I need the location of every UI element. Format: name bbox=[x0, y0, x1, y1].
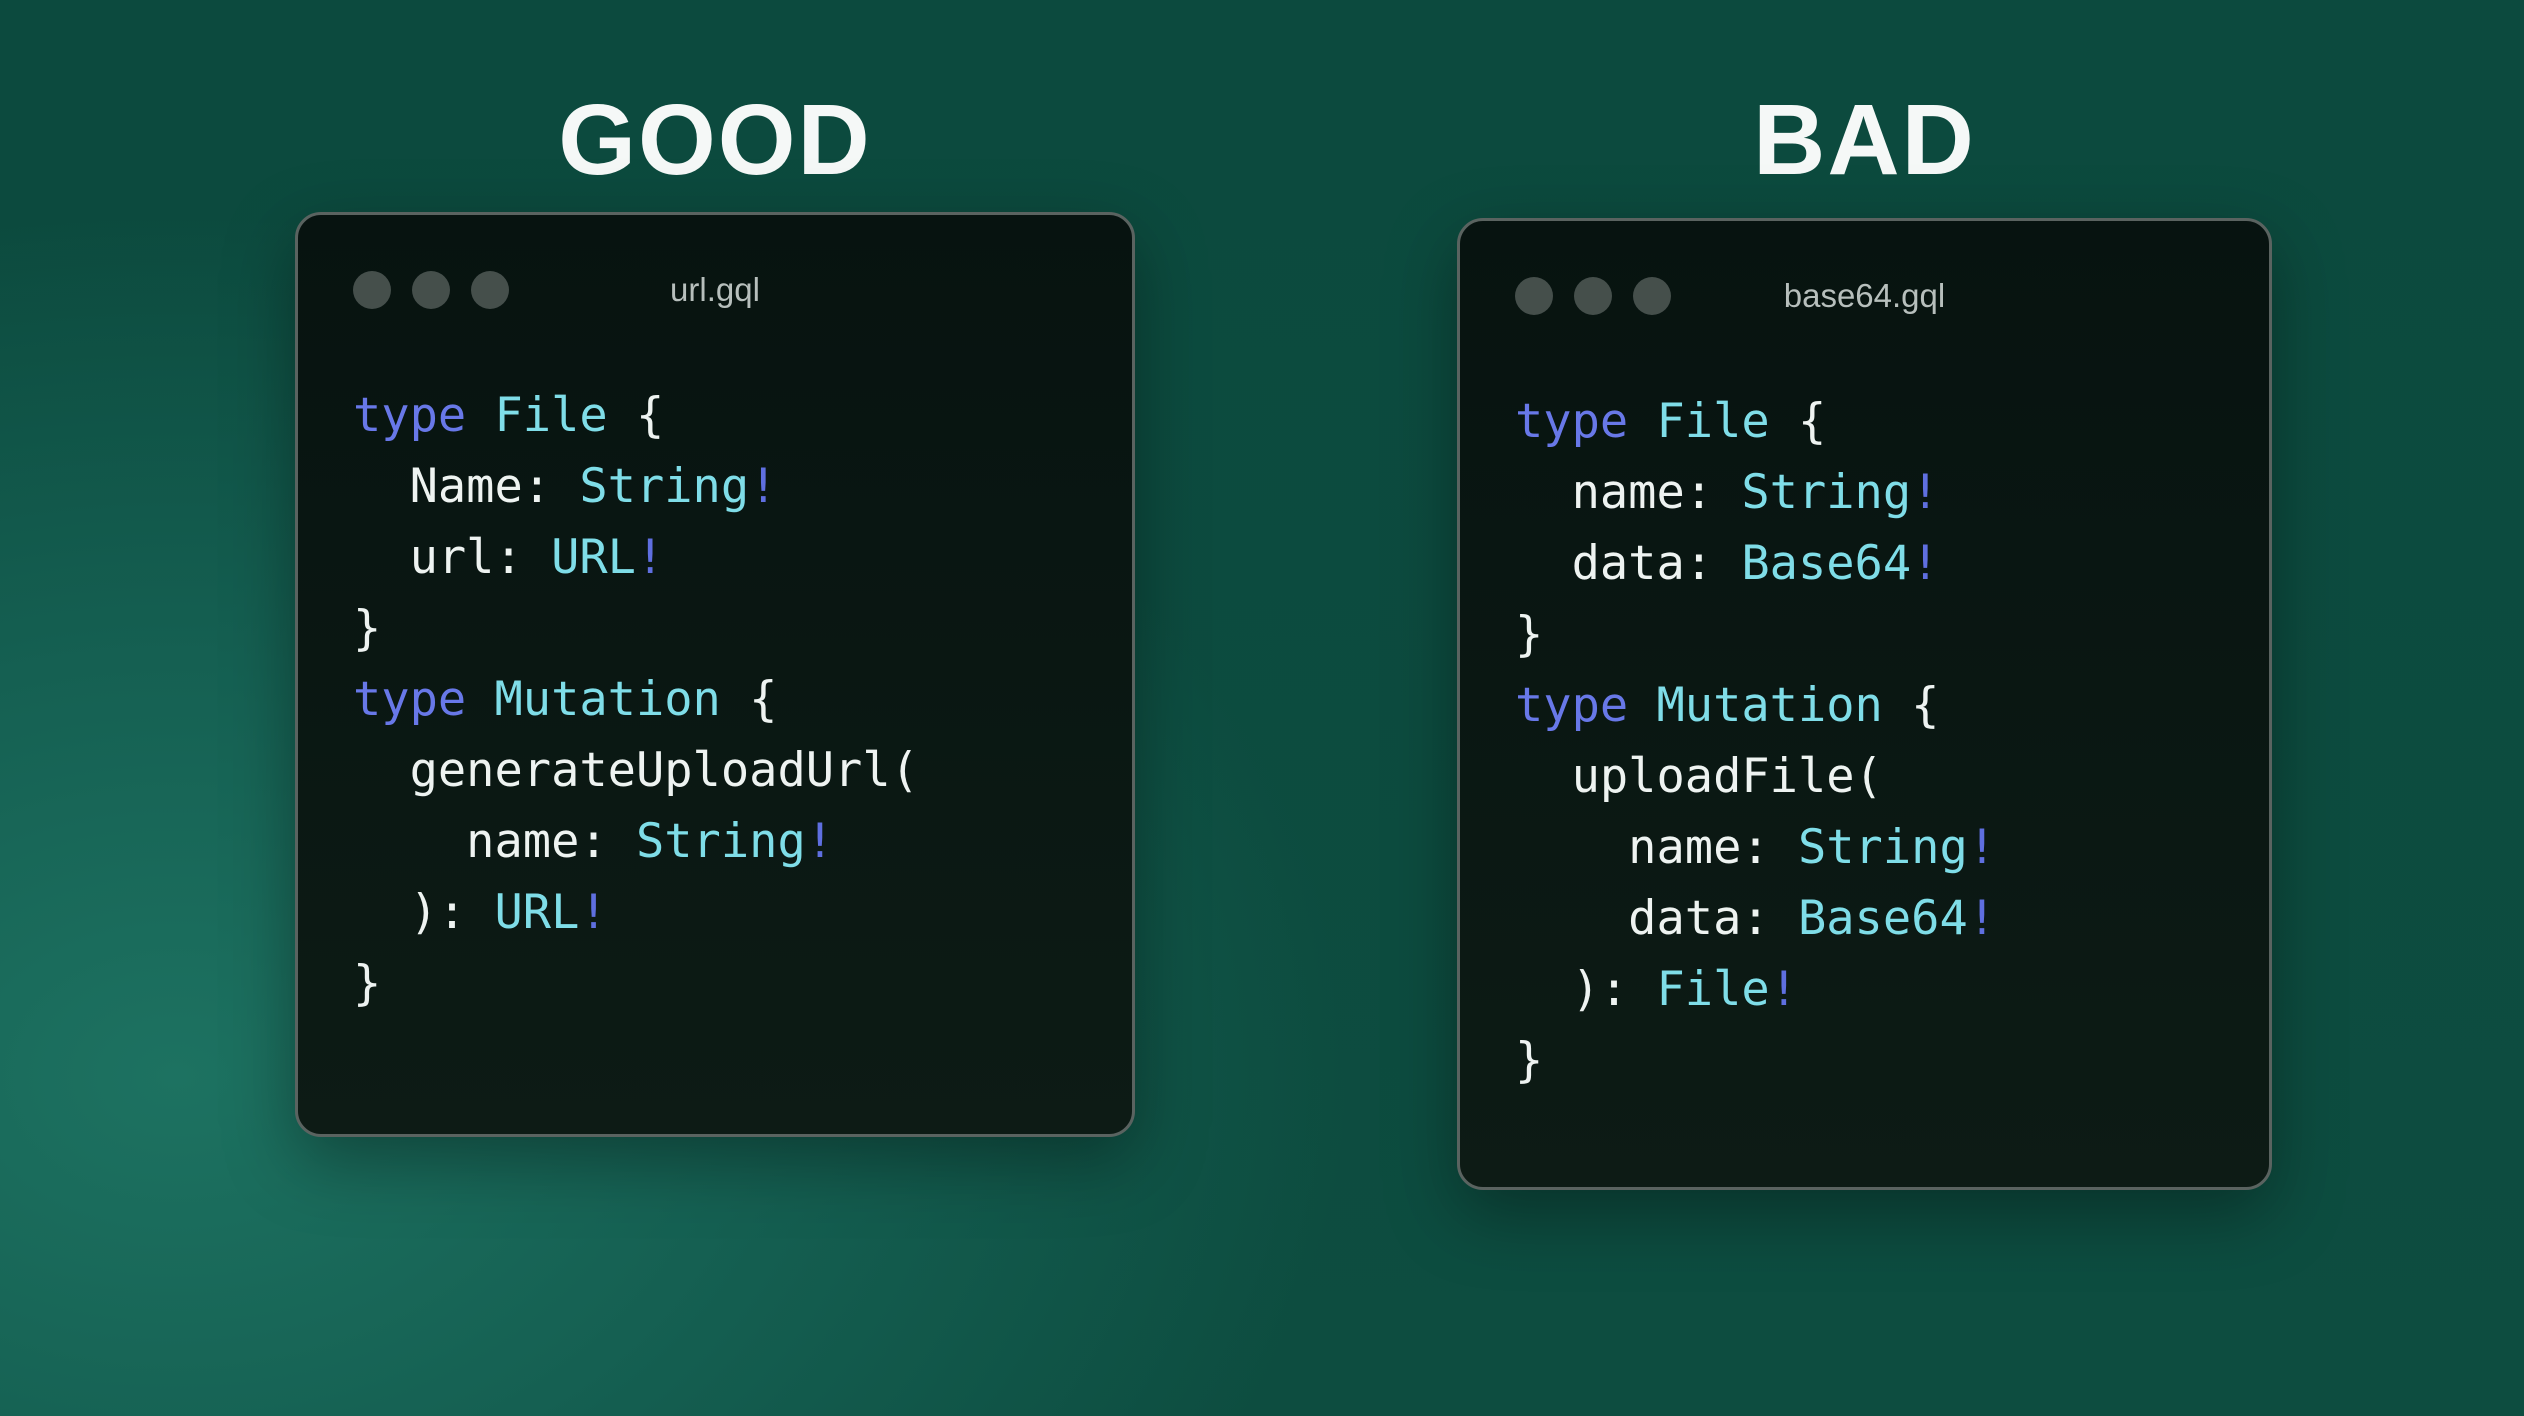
code-block-base64: type File { name: String! data: Base64!}… bbox=[1460, 371, 2269, 1096]
window-control-dot-icon bbox=[412, 271, 450, 309]
code-line: } bbox=[353, 601, 382, 656]
code-block-url: type File { Name: String! url: URL!} type… bbox=[298, 365, 1132, 1019]
window-titlebar: url.gql bbox=[298, 215, 1132, 365]
window-filename: base64.gql bbox=[1783, 277, 1946, 314]
window-controls bbox=[1515, 277, 1671, 315]
code-line: type Mutation { bbox=[353, 672, 778, 727]
code-line: } bbox=[353, 956, 382, 1011]
code-line: ): URL! bbox=[353, 885, 608, 940]
code-line: Name: String! bbox=[353, 459, 778, 514]
code-line: } bbox=[1515, 1033, 1544, 1088]
code-line: name: String! bbox=[1515, 465, 1940, 520]
code-line: url: URL! bbox=[353, 530, 665, 585]
code-line: name: String! bbox=[1515, 820, 1997, 875]
bad-example-panel: BAD base64.gql type File { name: String!… bbox=[1457, 83, 2272, 1190]
good-example-panel: GOOD url.gql type File { Name: String! u… bbox=[295, 83, 1135, 1137]
window-control-dot-icon bbox=[1515, 277, 1553, 315]
window-filename: url.gql bbox=[670, 271, 760, 308]
code-line: data: Base64! bbox=[1515, 536, 1940, 591]
window-control-dot-icon bbox=[471, 271, 509, 309]
code-line: name: String! bbox=[353, 814, 835, 869]
code-window-url: url.gql type File { Name: String! url: U… bbox=[295, 212, 1135, 1137]
code-line: generateUploadUrl( bbox=[353, 743, 919, 798]
window-control-dot-icon bbox=[353, 271, 391, 309]
code-line: uploadFile( bbox=[1515, 749, 1883, 804]
bad-heading: BAD bbox=[1753, 83, 1976, 196]
window-control-dot-icon bbox=[1633, 277, 1671, 315]
window-controls bbox=[353, 271, 509, 309]
window-control-dot-icon bbox=[1574, 277, 1612, 315]
code-line: type File { bbox=[353, 388, 665, 443]
code-line: data: Base64! bbox=[1515, 891, 1997, 946]
code-window-base64: base64.gql type File { name: String! dat… bbox=[1457, 218, 2272, 1190]
code-line: } bbox=[1515, 607, 1544, 662]
code-line: ): File! bbox=[1515, 962, 1798, 1017]
code-line: type File { bbox=[1515, 394, 1827, 449]
good-heading: GOOD bbox=[558, 83, 872, 196]
window-titlebar: base64.gql bbox=[1460, 221, 2269, 371]
code-line: type Mutation { bbox=[1515, 678, 1940, 733]
